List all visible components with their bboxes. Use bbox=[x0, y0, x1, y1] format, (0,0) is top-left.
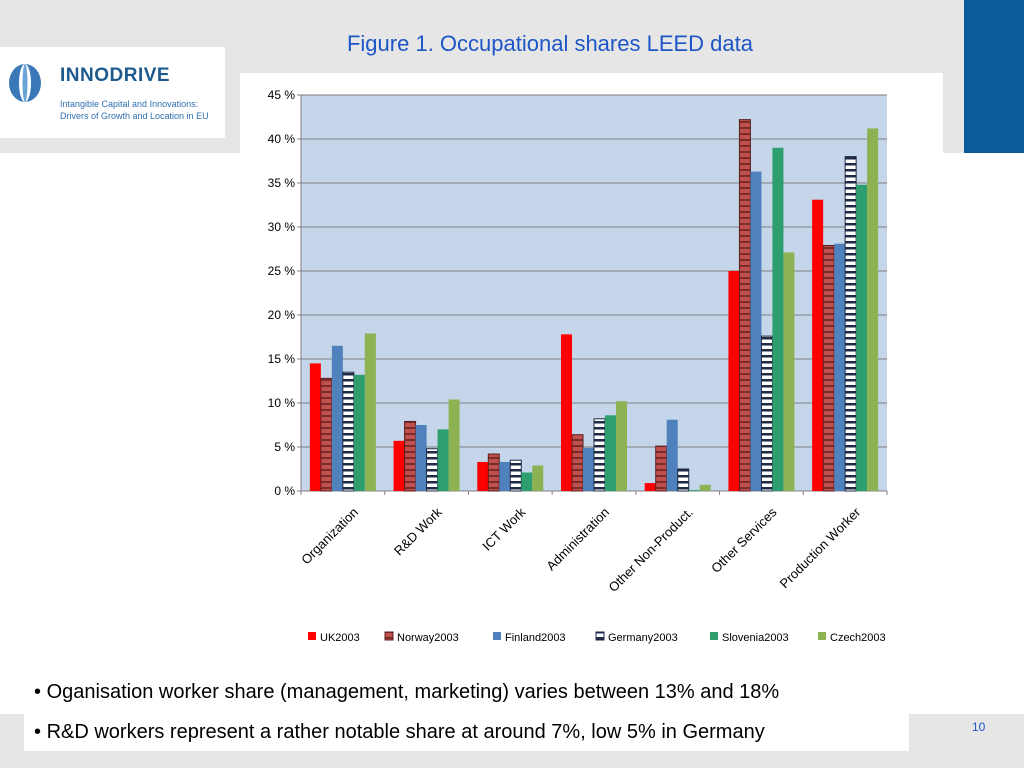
bar-slovenia2003 bbox=[772, 147, 784, 492]
bar-slovenia2003 bbox=[521, 472, 533, 491]
x-category-label: Other Non-Product. bbox=[606, 505, 696, 595]
bar-germany2003 bbox=[509, 459, 522, 492]
legend-swatch bbox=[493, 632, 501, 640]
y-tick-label: 20 % bbox=[268, 308, 296, 322]
bar-germany2003 bbox=[844, 156, 857, 492]
x-category-label: ICT Work bbox=[479, 504, 528, 553]
bar-uk2003 bbox=[393, 440, 405, 491]
bar-uk2003 bbox=[561, 334, 572, 491]
y-tick-label: 35 % bbox=[268, 176, 296, 190]
bullet-text: Oganisation worker share (management, ma… bbox=[46, 681, 780, 703]
innodrive-globe-icon bbox=[9, 64, 41, 102]
bar-czech2003 bbox=[867, 128, 879, 491]
legend-label: Germany2003 bbox=[608, 632, 678, 644]
legend-swatch bbox=[710, 632, 718, 640]
bar-czech2003 bbox=[783, 252, 795, 491]
legend-label: Slovenia2003 bbox=[722, 632, 789, 644]
bar-slovenia2003 bbox=[856, 184, 868, 491]
bar-germany2003 bbox=[593, 418, 606, 492]
bar-norway2003 bbox=[404, 420, 417, 492]
logo-subtitle-line1: Intangible Capital and Innovations: bbox=[60, 99, 199, 109]
bar-czech2003 bbox=[616, 401, 627, 491]
bar-germany2003 bbox=[677, 468, 690, 492]
y-tick-label: 15 % bbox=[268, 352, 296, 366]
bar-finland2003 bbox=[499, 461, 511, 491]
bar-germany2003 bbox=[426, 448, 439, 492]
bar-norway2003 bbox=[655, 445, 668, 492]
bar-czech2003 bbox=[364, 333, 376, 491]
bar-uk2003 bbox=[309, 363, 321, 491]
legend-label: UK2003 bbox=[320, 632, 360, 644]
bar-germany2003 bbox=[342, 371, 355, 492]
bar-finland2003 bbox=[583, 447, 594, 491]
legend-swatch bbox=[818, 632, 826, 640]
bar-uk2003 bbox=[812, 199, 824, 491]
bar-norway2003 bbox=[822, 244, 835, 492]
y-tick-label: 45 % bbox=[268, 88, 296, 102]
bar-norway2003 bbox=[320, 377, 333, 492]
y-tick-label: 30 % bbox=[268, 220, 296, 234]
y-tick-label: 40 % bbox=[268, 132, 296, 146]
bar-czech2003 bbox=[532, 465, 544, 491]
bullet-list: • Oganisation worker share (management, … bbox=[24, 673, 909, 751]
legend-swatch bbox=[595, 631, 605, 641]
bar-uk2003 bbox=[477, 461, 489, 491]
y-tick-label: 0 % bbox=[274, 484, 295, 498]
bullet-marker: • bbox=[34, 681, 42, 703]
bar-finland2003 bbox=[415, 425, 427, 491]
bullet-item: • Oganisation worker share (management, … bbox=[34, 681, 779, 704]
x-category-label: Administration bbox=[543, 505, 612, 574]
y-tick-label: 10 % bbox=[268, 396, 296, 410]
y-tick-label: 25 % bbox=[268, 264, 296, 278]
bar-finland2003 bbox=[834, 243, 846, 491]
bar-slovenia2003 bbox=[688, 490, 700, 491]
bullet-item: • R&D workers represent a rather notable… bbox=[34, 721, 765, 744]
x-category-label: Other Services bbox=[708, 504, 780, 576]
page-number: 10 bbox=[972, 720, 986, 734]
chart-panel: 0 % 5 % 10 % 15 % 20 % 25 % 30 % 35 % 40 % 45 % Or… bbox=[240, 73, 943, 657]
bar-norway2003 bbox=[738, 119, 751, 492]
bullet-text: R&D workers represent a rather notable s… bbox=[46, 721, 765, 743]
bullet-marker: • bbox=[34, 721, 42, 743]
bar-finland2003 bbox=[750, 171, 762, 491]
logo-name: INNODRIVE bbox=[60, 65, 171, 86]
bar-finland2003 bbox=[666, 419, 678, 491]
bar-norway2003 bbox=[571, 434, 584, 492]
x-category-label: Organization bbox=[298, 505, 361, 568]
bar-slovenia2003 bbox=[437, 429, 449, 491]
bar-slovenia2003 bbox=[353, 374, 365, 491]
logo-subtitle-line2: Drivers of Growth and Location in EU bbox=[60, 111, 209, 121]
bar-norway2003 bbox=[487, 453, 500, 492]
bar-uk2003 bbox=[728, 271, 740, 491]
bar-uk2003 bbox=[644, 483, 656, 491]
bar-chart: 0 % 5 % 10 % 15 % 20 % 25 % 30 % 35 % 40 % 45 % Or… bbox=[268, 88, 888, 644]
legend-swatch bbox=[308, 632, 316, 640]
legend-label: Norway2003 bbox=[397, 632, 459, 644]
x-category-label: R&D Work bbox=[391, 504, 445, 558]
x-category-label: Production Worker bbox=[777, 504, 864, 591]
bar-czech2003 bbox=[699, 484, 711, 491]
bar-germany2003 bbox=[760, 335, 773, 492]
legend-label: Finland2003 bbox=[505, 632, 566, 644]
bar-czech2003 bbox=[448, 399, 460, 491]
y-tick-label: 5 % bbox=[274, 440, 295, 454]
legend-label: Czech2003 bbox=[830, 632, 886, 644]
logo: INNODRIVE Intangible Capital and Innovat… bbox=[0, 47, 225, 138]
slide-title: Figure 1. Occupational shares LEED data bbox=[346, 31, 753, 56]
bar-finland2003 bbox=[331, 345, 343, 491]
legend-swatch bbox=[384, 631, 394, 641]
corner-accent-block bbox=[964, 0, 1024, 153]
bar-slovenia2003 bbox=[605, 415, 616, 491]
